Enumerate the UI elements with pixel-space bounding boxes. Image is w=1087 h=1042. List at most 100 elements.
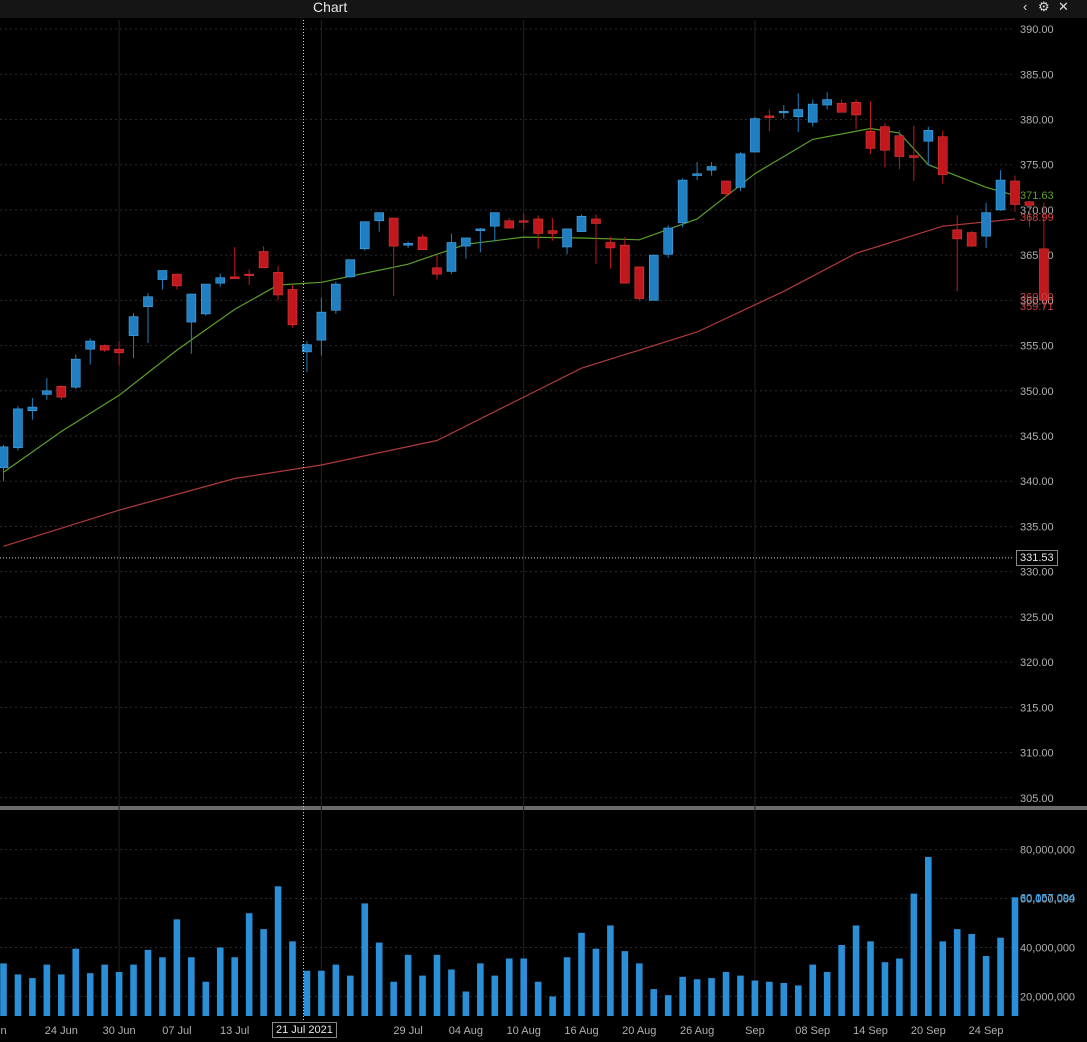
- volume-bar: [636, 963, 643, 1016]
- date-tick-label: 04 Aug: [449, 1025, 483, 1037]
- candle-body: [721, 180, 731, 194]
- volume-bar: [722, 971, 730, 1016]
- gear-icon[interactable]: ⚙: [1038, 0, 1050, 14]
- candle-body: [331, 283, 341, 311]
- volume-tick-label: 80,000,000: [1020, 845, 1075, 857]
- volume-bar: [607, 925, 614, 1016]
- price-tick-label: 330.00: [1020, 567, 1054, 579]
- volume-bar: [534, 981, 542, 1016]
- volume-bar: [939, 941, 947, 1016]
- candle-body: [432, 267, 442, 275]
- sma-long-last-label: 368.99: [1020, 212, 1054, 224]
- volume-tick-label: 60,000,000: [1020, 894, 1075, 906]
- date-tick-label: 20 Sep: [911, 1025, 946, 1037]
- volume-bar: [361, 903, 369, 1016]
- date-tick-label: 30 Jun: [103, 1025, 136, 1037]
- date-tick-label: 13 Jul: [220, 1025, 249, 1037]
- candle-body: [923, 130, 934, 142]
- candle-body: [287, 289, 298, 326]
- crosshair-date-label: 21 Jul 2021: [272, 1022, 337, 1038]
- date-tick-label: 24 Sep: [969, 1025, 1004, 1037]
- volume-bar: [245, 913, 253, 1016]
- price-pane: [0, 20, 1087, 805]
- volume-bar: [477, 963, 484, 1016]
- date-tick-label: 16 Aug: [564, 1025, 598, 1037]
- candle-body: [663, 227, 674, 255]
- price-tick-label: 305.00: [1020, 793, 1054, 805]
- candle-body: [99, 345, 110, 351]
- volume-tick-label: 20,000,000: [1020, 991, 1075, 1003]
- volume-bar: [462, 991, 470, 1016]
- volume-bar: [231, 957, 238, 1016]
- volume-bar: [794, 985, 802, 1016]
- candle-body: [345, 259, 356, 278]
- volume-bar: [823, 971, 831, 1016]
- volume-bar: [838, 945, 845, 1016]
- price-tick-label: 315.00: [1020, 702, 1054, 714]
- candle-body: [1039, 248, 1049, 301]
- price-tick-label: 390.00: [1020, 24, 1054, 36]
- candle-body: [750, 118, 760, 153]
- date-tick-label: 10 Aug: [507, 1025, 541, 1037]
- candle-body: [489, 212, 500, 227]
- volume-bar: [72, 948, 80, 1016]
- candle-body: [793, 109, 804, 118]
- volume-bar: [0, 963, 7, 1016]
- date-tick-label: 29 Jul: [393, 1025, 422, 1037]
- volume-pane: [0, 811, 1087, 1016]
- candle-body: [706, 166, 717, 171]
- candle-body: [388, 217, 399, 247]
- title-bar: Chart ‹ ⚙ ✕: [0, 0, 1087, 18]
- volume-bar: [347, 975, 354, 1016]
- candle-body: [186, 293, 197, 323]
- volume-bar: [375, 942, 383, 1016]
- candle-body: [894, 135, 905, 157]
- volume-bar: [433, 954, 441, 1016]
- candle-body: [778, 111, 789, 114]
- candle-body: [981, 212, 991, 237]
- candle-body: [591, 218, 601, 224]
- candle-body: [634, 266, 645, 299]
- candle-body: [258, 251, 269, 269]
- price-tick-label: 325.00: [1020, 612, 1054, 624]
- sma-short-last-label: 371.63: [1020, 190, 1054, 202]
- candle-body: [157, 270, 168, 280]
- candle-body: [244, 273, 254, 276]
- close-icon[interactable]: ✕: [1058, 0, 1069, 14]
- volume-bar: [419, 975, 426, 1016]
- candle-body: [576, 215, 587, 232]
- volume-bar: [650, 989, 658, 1016]
- volume-bar: [404, 954, 412, 1016]
- price-tick-label: 385.00: [1020, 69, 1054, 81]
- volume-last-label-b: 60,157,094: [1020, 892, 1075, 904]
- volume-bar: [953, 929, 961, 1016]
- price-tick-label: 335.00: [1020, 521, 1054, 533]
- volume-bar: [520, 958, 527, 1016]
- candle-body: [229, 276, 240, 279]
- candle-body: [605, 242, 616, 249]
- candle-body: [1010, 180, 1020, 205]
- candle-body: [42, 390, 52, 395]
- date-tick-label: Sep: [745, 1025, 765, 1037]
- candle-body: [692, 173, 702, 176]
- candle-body: [461, 237, 471, 247]
- date-tick-label: 20 Aug: [622, 1025, 656, 1037]
- chevron-left-icon[interactable]: ‹: [1023, 0, 1028, 14]
- crosshair-price-label: 331.53: [1016, 549, 1058, 566]
- candle-body: [201, 283, 211, 315]
- candle-body: [851, 101, 861, 116]
- price-tick-label: 355.00: [1020, 341, 1054, 353]
- volume-bar: [318, 970, 325, 1016]
- volume-bar: [621, 951, 629, 1016]
- candle-body: [1024, 201, 1035, 206]
- candle-body: [172, 273, 182, 287]
- volume-bar: [274, 886, 282, 1016]
- volume-bar: [505, 958, 513, 1016]
- volume-last-label-a: 60,057,094: [1020, 892, 1075, 904]
- price-tick-label: 350.00: [1020, 386, 1054, 398]
- price-tick-label: 345.00: [1020, 431, 1054, 443]
- volume-tick-label: 40,000,000: [1020, 942, 1075, 954]
- candle-body: [0, 446, 9, 468]
- candle-body: [937, 136, 948, 175]
